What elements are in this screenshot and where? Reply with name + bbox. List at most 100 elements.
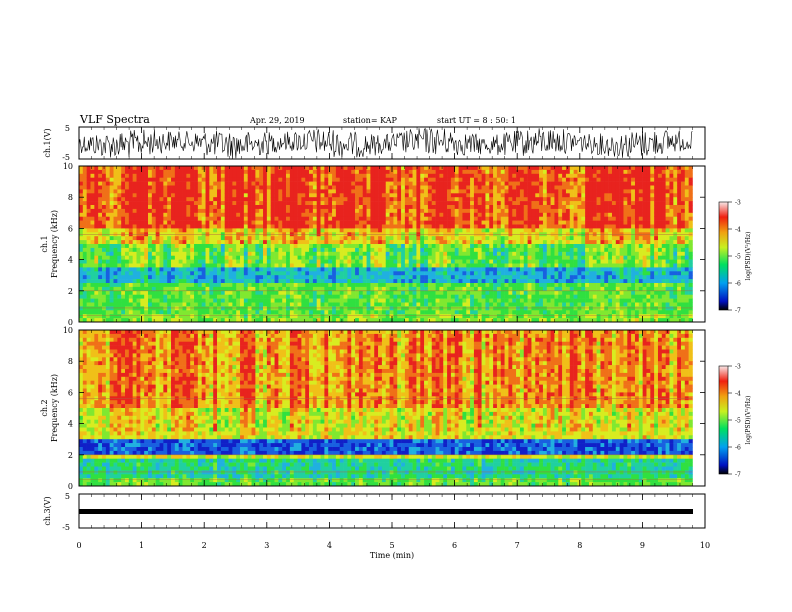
spectrogram-cell [174,177,179,182]
spectrogram-cell [412,279,417,284]
spectrogram-cell [312,290,318,295]
spectrogram-cell [378,259,383,264]
spectrogram-cell [397,275,402,280]
spectrogram-cell [550,263,555,268]
spectrogram-cell [531,216,536,221]
spectrogram-cell [546,283,551,288]
spectrogram-cell [194,236,199,241]
spectrogram-cell [531,208,536,214]
spectrogram-cell [335,271,341,276]
spectrogram-cell [209,197,214,202]
spectrogram-cell [155,169,160,175]
spectrogram-cell [454,251,459,256]
spectrogram-cell [385,298,390,303]
spectrogram-cell [117,193,122,198]
spectrogram-cell [362,271,367,276]
spectrogram-cell [105,189,110,194]
spectrogram-cell [282,224,287,229]
spectrogram-cell [247,290,252,295]
spectrogram-cell [401,283,406,288]
spectrogram-cell [136,275,141,280]
spectrogram-cell [159,267,164,272]
spectrogram-cell [370,228,375,233]
spectrogram-cell [351,306,356,311]
spectrogram-cell [297,208,302,214]
spectrogram-cell [182,279,187,284]
spectrogram-cell [224,185,229,190]
spectrogram-cell [174,263,179,268]
spectrogram-cell [324,189,329,194]
spectrogram-cell [255,279,260,284]
spectrogram-cell [113,314,118,319]
spectrogram-cell [381,216,387,221]
spectrogram-cell [301,259,306,264]
spectrogram-cell [197,251,202,256]
spectrogram-cell [516,247,521,253]
spectrogram-cell [174,306,179,311]
spectrogram-cell [523,318,528,323]
spectrogram-cell [286,224,291,229]
spectrogram-cell [539,298,544,303]
spectrogram-cell [263,259,268,264]
spectrogram-cell [439,193,444,198]
spectrogram-cell [259,193,264,198]
spectrogram-cell [393,244,398,249]
spectrogram-cell [113,275,118,280]
spectrogram-cell [293,228,298,233]
spectrogram-cell [305,259,310,264]
spectrogram-cell [332,279,337,284]
spectrogram-cell [427,275,433,280]
spectrogram-cell [148,197,153,202]
spectrogram-cell [343,244,348,249]
spectrogram-cell [82,298,87,303]
spectrogram-cell [132,259,137,264]
spectrogram-cell [508,271,513,276]
spectrogram-cell [305,286,310,292]
spectrogram-cell [335,298,341,303]
spectrogram-cell [209,169,214,175]
spectrogram-cell [132,205,137,210]
spectrogram-cell [416,306,421,311]
spectrogram-cell [171,247,176,253]
spectrogram-cell [98,240,103,245]
spectrogram-cell [113,251,118,256]
spectrogram-cell [324,279,329,284]
spectrogram-cell [201,166,206,171]
spectrogram-cell [370,286,375,292]
spectrogram-cell [343,298,348,303]
spectrogram-cell [339,208,344,214]
spectrogram-cell [424,228,429,233]
spectrogram-cell [312,283,318,288]
spectrogram-cell [496,189,502,194]
spectrogram-cell [335,173,341,178]
spectrogram-cell [228,166,233,171]
spectrogram-cell [454,216,459,221]
spectrogram-cell [339,185,344,190]
spectrogram-cell [220,294,225,299]
spectrogram-cell [117,255,122,260]
spectrogram-cell [174,294,179,299]
spectrogram-cell [473,306,479,311]
spectrogram-cell [247,236,252,241]
spectrogram-cell [485,185,490,190]
spectrogram-cell [485,201,490,206]
spectrogram-cell [228,259,233,264]
spectrogram-cell [297,283,302,288]
spectrogram-cell [550,166,555,171]
spectrogram-cell [274,267,279,272]
spectrogram-cell [504,169,509,175]
spectrogram-cell [293,255,298,260]
spectrogram-cell [416,271,421,276]
spectrogram-cell [531,306,536,311]
spectrogram-cell [351,267,356,272]
spectrogram-cell [324,201,329,206]
spectrogram-cell [328,286,333,292]
spectrogram-cell [320,236,325,241]
spectrogram-cell [393,251,398,256]
spectrogram-cell [312,208,318,214]
spectrogram-cell [297,294,302,299]
spectrogram-cell [82,224,87,229]
spectrogram-cell [347,181,352,186]
spectrogram-cell [454,224,459,229]
spectrogram-cell [286,181,291,186]
